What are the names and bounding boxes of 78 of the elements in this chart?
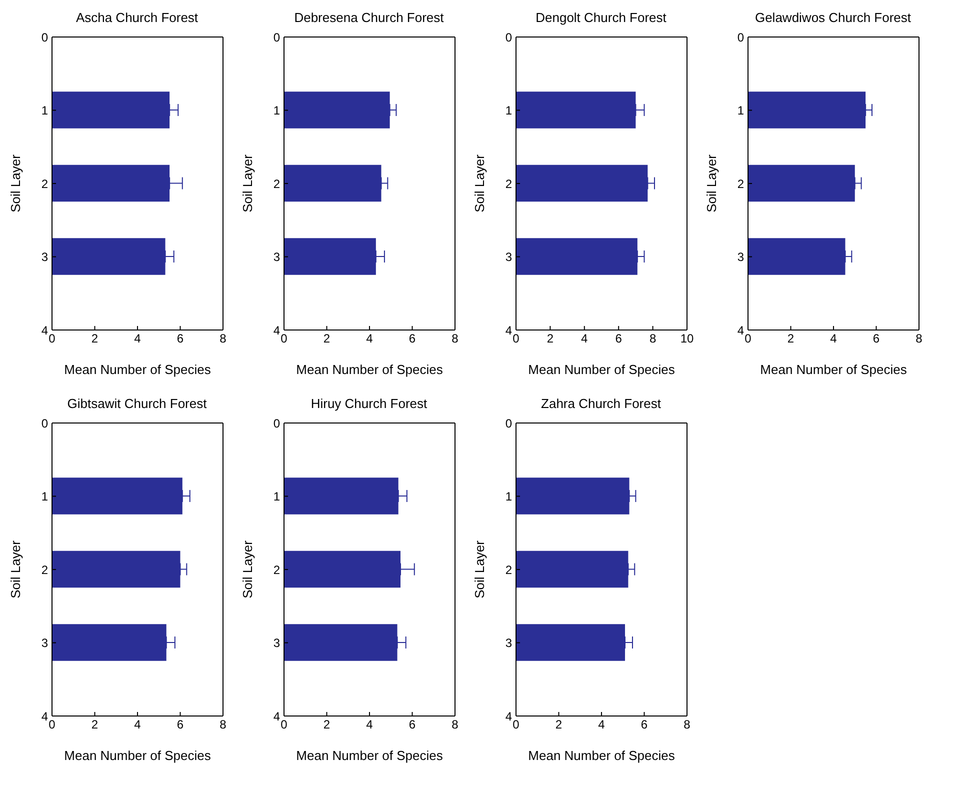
y-tick-label: 2 <box>505 176 512 191</box>
y-axis-title: Soil Layer <box>704 154 719 212</box>
x-tick-label: 6 <box>176 718 184 732</box>
y-tick-label: 0 <box>273 30 280 44</box>
x-tick-label: 2 <box>91 718 98 732</box>
y-tick-label: 1 <box>505 490 512 504</box>
chart-title: Gelawdiwos Church Forest <box>754 9 912 27</box>
y-tick-label: 1 <box>737 104 744 118</box>
y-axis-title: Soil Layer <box>8 540 23 598</box>
x-tick-label: 6 <box>408 718 416 732</box>
x-tick-label: 4 <box>581 332 588 346</box>
x-tick-label: 6 <box>640 718 648 732</box>
y-tick-label: 3 <box>505 636 512 650</box>
x-tick-label: 4 <box>366 718 374 732</box>
x-axis-title: Mean Number of Species <box>528 748 676 763</box>
x-axis-title: Mean Number of Species <box>64 748 212 763</box>
y-tick-label: 3 <box>737 250 744 264</box>
x-tick-label: 8 <box>452 718 459 732</box>
x-tick-label: 2 <box>323 332 330 346</box>
x-axis-title: Mean Number of Species <box>296 748 444 763</box>
y-tick-label: 3 <box>41 636 48 650</box>
x-tick-label: 2 <box>546 332 554 346</box>
x-axis-title: Mean Number of Species <box>64 362 212 377</box>
x-tick-label: 10 <box>680 332 694 346</box>
x-axis-title: Mean Number of Species <box>528 362 676 377</box>
y-tick-label: 1 <box>273 490 280 504</box>
y-tick-label: 0 <box>505 30 512 44</box>
x-axis-title: Mean Number of Species <box>760 362 908 377</box>
y-tick-label: 2 <box>273 562 280 577</box>
y-axis-title: Soil Layer <box>240 540 255 598</box>
x-tick-label: 4 <box>134 718 142 732</box>
y-axis-title: Soil Layer <box>472 540 487 598</box>
y-tick-label: 1 <box>41 104 48 118</box>
x-tick-label: 8 <box>916 332 923 346</box>
y-axis-title: Soil Layer <box>8 154 23 212</box>
x-tick-label: 6 <box>408 332 416 346</box>
y-tick-label: 0 <box>737 30 744 44</box>
chart-title: Ascha Church Forest <box>74 9 200 27</box>
x-tick-label: 2 <box>323 718 330 732</box>
y-tick-label: 1 <box>505 104 512 118</box>
y-tick-label: 2 <box>41 562 48 577</box>
x-tick-label: 4 <box>366 332 374 346</box>
x-tick-label: 4 <box>598 718 606 732</box>
y-axis-title: Soil Layer <box>240 154 255 212</box>
y-tick-label: 1 <box>273 104 280 118</box>
chart-title: Debresena Church Forest <box>293 9 445 27</box>
y-tick-label: 0 <box>505 416 512 430</box>
x-tick-label: 6 <box>176 332 184 346</box>
y-tick-label: 2 <box>41 176 48 191</box>
y-tick-label: 3 <box>505 250 512 264</box>
y-tick-label: 0 <box>41 416 48 430</box>
x-axis-title: Mean Number of Species <box>296 362 444 377</box>
x-tick-label: 8 <box>649 332 656 346</box>
y-tick-label: 2 <box>737 176 744 191</box>
x-tick-label: 8 <box>684 718 691 732</box>
x-tick-label: 6 <box>615 332 622 346</box>
chart-title: Dengolt Church Forest <box>534 9 668 27</box>
x-tick-label: 8 <box>452 332 459 346</box>
chart-title: Zahra Church Forest <box>540 395 662 413</box>
y-tick-label: 3 <box>273 250 280 264</box>
x-tick-label: 4 <box>830 332 838 346</box>
y-tick-label: 1 <box>41 490 48 504</box>
chart-title: Hiruy Church Forest <box>310 395 428 413</box>
y-tick-label: 3 <box>41 250 48 264</box>
y-tick-label: 3 <box>273 636 280 650</box>
y-tick-label: 0 <box>273 416 280 430</box>
y-tick-label: 0 <box>41 30 48 44</box>
x-tick-label: 8 <box>220 718 227 732</box>
x-tick-label: 2 <box>555 718 562 732</box>
x-tick-label: 4 <box>134 332 142 346</box>
y-axis-title: Soil Layer <box>472 154 487 212</box>
y-tick-label: 2 <box>273 176 280 191</box>
x-tick-label: 6 <box>872 332 880 346</box>
x-tick-label: 2 <box>91 332 98 346</box>
y-tick-label: 2 <box>505 562 512 577</box>
x-tick-label: 8 <box>220 332 227 346</box>
chart-title: Gibtsawit Church Forest <box>66 395 208 413</box>
x-tick-label: 2 <box>787 332 794 346</box>
